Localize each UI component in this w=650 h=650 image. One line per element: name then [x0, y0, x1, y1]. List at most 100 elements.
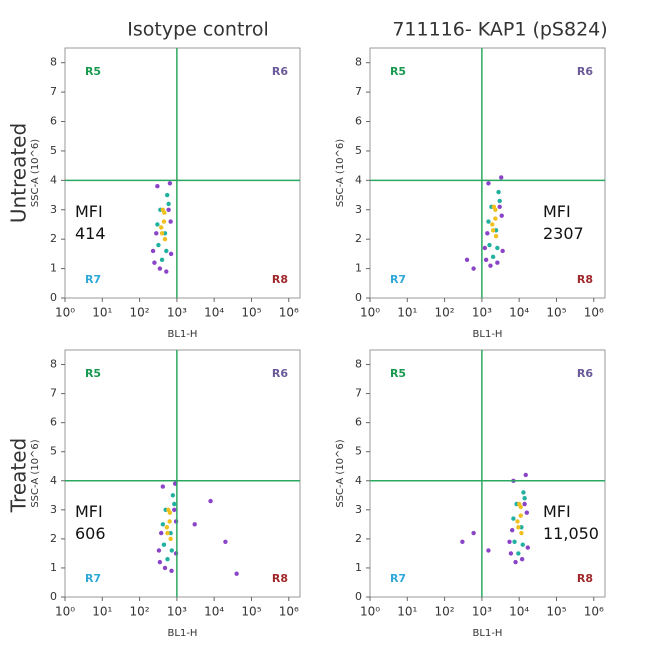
event-dot: [155, 222, 160, 227]
x-tick-label: 10⁵: [241, 605, 261, 619]
y-tick-label: 2: [355, 232, 362, 245]
event-dot: [150, 248, 156, 254]
y-tick-label: 7: [50, 85, 57, 98]
x-tick-label: 10⁴: [204, 306, 224, 320]
y-axis-label: SSC-A (10^6): [30, 139, 41, 207]
event-dot: [192, 522, 197, 527]
event-dot: [523, 472, 528, 478]
y-tick-label: 0: [355, 291, 362, 304]
event-dot: [495, 245, 500, 251]
column-title: Isotype control: [127, 19, 268, 41]
event-dot: [519, 525, 524, 530]
y-tick-label: 1: [50, 262, 57, 275]
x-tick-label: 10²: [130, 605, 150, 619]
event-dot: [488, 263, 493, 268]
x-tick-label: 10⁰: [55, 306, 75, 320]
event-dot: [223, 539, 228, 544]
y-axis-label: SSC-A (10^6): [335, 439, 346, 507]
y-tick-label: 3: [50, 203, 57, 216]
y-axis-label: SSC-A (10^6): [335, 139, 346, 207]
row-title: Treated: [7, 438, 31, 513]
x-axis-label: BL1-H: [473, 329, 503, 340]
x-tick-label: 10⁵: [546, 605, 566, 619]
event-dot: [525, 545, 530, 550]
mfi-annotation: 414: [75, 224, 106, 243]
event-dot: [165, 557, 170, 562]
region-label: R7: [85, 572, 101, 585]
event-dot: [168, 251, 174, 257]
event-dot: [161, 542, 167, 547]
event-dot: [493, 234, 499, 239]
event-dot: [471, 266, 476, 271]
plot-frame: [369, 349, 606, 598]
x-tick-label: 10³: [472, 605, 492, 619]
y-tick-label: 3: [355, 503, 362, 516]
event-dot: [162, 565, 168, 571]
mfi-annotation: MFI: [543, 202, 571, 221]
event-dot: [160, 522, 166, 527]
y-tick-label: 8: [355, 56, 362, 69]
event-dot: [157, 266, 163, 271]
event-dot: [152, 260, 157, 265]
event-dot: [499, 213, 504, 218]
event-dot: [165, 530, 170, 536]
mfi-annotation: 11,050: [543, 524, 599, 543]
y-tick-label: 8: [50, 358, 57, 371]
event-dot: [483, 257, 489, 262]
plot-frame: [369, 47, 606, 299]
column-title: 711116- KAP1 (pS824): [392, 19, 607, 41]
x-tick-label: 10⁶: [279, 605, 299, 619]
event-dot: [208, 498, 213, 504]
y-tick-label: 2: [50, 232, 57, 245]
event-dot: [485, 231, 490, 236]
event-dot: [499, 175, 504, 180]
x-tick-label: 10²: [435, 306, 455, 320]
plot-frame: [64, 47, 301, 299]
x-tick-label: 10⁶: [279, 306, 299, 320]
y-tick-label: 0: [50, 291, 57, 304]
event-dot: [487, 242, 492, 248]
event-dot: [497, 204, 502, 210]
event-dot: [154, 231, 159, 236]
y-tick-label: 6: [50, 115, 57, 128]
region-label: R7: [85, 273, 101, 286]
event-dot: [169, 548, 174, 553]
y-tick-label: 8: [50, 56, 57, 69]
event-dot: [471, 530, 476, 536]
event-dot: [161, 219, 167, 224]
x-axis-label: BL1-H: [473, 628, 503, 639]
mfi-annotation: MFI: [75, 502, 103, 521]
event-dot: [169, 568, 174, 574]
event-dot: [234, 571, 239, 576]
region-label: R8: [272, 572, 288, 585]
x-tick-label: 10⁰: [360, 605, 380, 619]
y-tick-label: 5: [355, 445, 362, 458]
region-label: R6: [272, 65, 288, 78]
y-tick-label: 3: [355, 203, 362, 216]
event-dot: [159, 231, 165, 236]
region-label: R8: [577, 273, 593, 286]
event-dot: [519, 530, 524, 536]
x-tick-label: 10³: [167, 605, 187, 619]
event-dot: [512, 539, 517, 544]
event-dot: [515, 519, 520, 524]
region-label: R7: [390, 273, 406, 286]
y-tick-label: 8: [355, 358, 362, 371]
y-tick-label: 5: [50, 144, 57, 157]
event-dot: [464, 257, 470, 262]
region-label: R5: [390, 367, 406, 380]
event-dot: [496, 189, 501, 195]
event-dot: [168, 530, 173, 536]
event-dot: [166, 207, 171, 212]
plot-frame: [64, 349, 301, 598]
event-dot: [159, 257, 165, 262]
y-tick-label: 4: [355, 474, 362, 487]
mfi-annotation: 606: [75, 524, 106, 543]
x-tick-label: 10¹: [397, 605, 417, 619]
event-dot: [518, 504, 523, 510]
event-dot: [508, 551, 514, 556]
event-dot: [493, 216, 498, 221]
region-label: R5: [390, 65, 406, 78]
event-dot: [500, 248, 505, 254]
event-dot: [156, 548, 162, 553]
